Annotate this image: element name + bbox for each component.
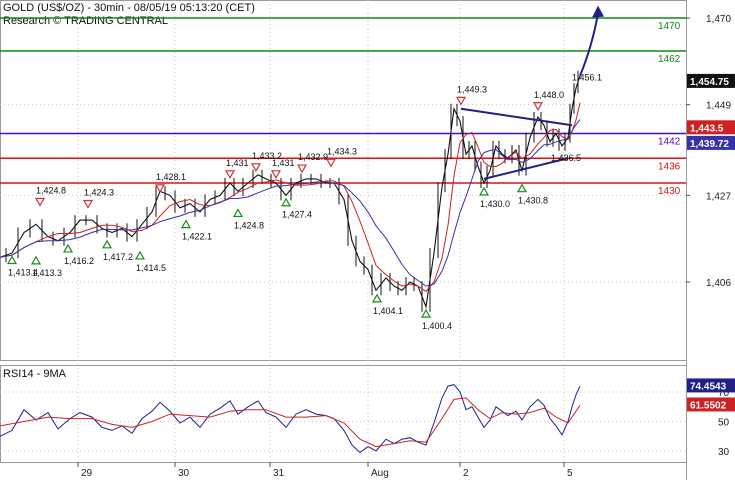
y-tick-label: 1,427 bbox=[706, 191, 731, 202]
swing-low-label: 1,416.2 bbox=[64, 256, 94, 266]
x-tick-label: 30 bbox=[178, 468, 190, 479]
support-marker bbox=[134, 250, 146, 260]
resistance-marker bbox=[82, 199, 94, 209]
support-marker bbox=[516, 183, 528, 193]
support-marker bbox=[478, 186, 490, 196]
price-panel-frame bbox=[0, 0, 687, 361]
swing-high-label: 1,449.3 bbox=[457, 84, 487, 94]
rsi-panel-frame bbox=[0, 365, 687, 463]
fast-ma-badge: 1,443.5 bbox=[690, 123, 724, 134]
rsi-ma-value-badge: 61.5502 bbox=[690, 400, 727, 411]
swing-low-label: 1,424.8 bbox=[234, 220, 264, 230]
support-marker bbox=[280, 197, 292, 207]
swing-low-label: 1,417.2 bbox=[103, 252, 133, 262]
target-arrow-shaft bbox=[579, 13, 599, 77]
swing-high-label: 1,424.8 bbox=[36, 185, 66, 195]
target-arrow-head bbox=[592, 5, 604, 18]
swing-low-label: 1,427.4 bbox=[282, 210, 312, 220]
swing-high-label: 1,448.0 bbox=[534, 90, 564, 100]
price-label: 1,456.1 bbox=[572, 72, 602, 82]
rsi-value-badge-bg bbox=[687, 378, 735, 393]
level-label: 1442 bbox=[658, 137, 681, 148]
level-label: 1430 bbox=[658, 186, 681, 197]
swing-low-label: 1,400.4 bbox=[422, 321, 452, 331]
slow-ma-badge-bg bbox=[687, 135, 735, 150]
chart-title: GOLD (US$/OZ) - 30min - 08/05/19 05:13:2… bbox=[3, 2, 255, 14]
resistance-marker bbox=[455, 96, 467, 106]
y-tick-label: 1,406 bbox=[706, 278, 731, 289]
rsi-tick-label: 70 bbox=[718, 388, 730, 399]
swing-low-label: 1,422.1 bbox=[182, 232, 212, 242]
rsi-ma-value-badge-bg bbox=[687, 397, 735, 412]
swing-low-label: 1,413.3 bbox=[32, 268, 62, 278]
support-marker bbox=[232, 208, 244, 218]
x-tick-label: 5 bbox=[567, 468, 573, 479]
support-marker bbox=[6, 255, 18, 265]
x-tick-label: 29 bbox=[81, 468, 93, 479]
rsi-tick-label: 30 bbox=[718, 447, 730, 458]
pattern-line bbox=[483, 157, 569, 180]
y-tick-label: 1,449 bbox=[706, 101, 731, 112]
x-tick-label: 2 bbox=[463, 468, 469, 479]
current-price-badge-bg bbox=[687, 73, 735, 88]
swing-high-label: 1,424.3 bbox=[84, 188, 114, 198]
x-tick-label: Aug bbox=[371, 468, 389, 479]
rsi-value-badge: 74.4543 bbox=[690, 381, 727, 392]
swing-low-label: 1,414.5 bbox=[136, 263, 166, 273]
resistance-marker bbox=[270, 170, 282, 180]
level-label: 1436 bbox=[658, 161, 681, 172]
rsi-title: RSI14 - 9MA bbox=[3, 368, 66, 380]
rsi-tick-label: 50 bbox=[718, 418, 730, 429]
support-marker bbox=[62, 243, 74, 253]
swing-high-label: 1,431 bbox=[272, 158, 295, 168]
support-marker bbox=[180, 219, 192, 229]
x-tick-label: 31 bbox=[273, 468, 285, 479]
swing-low-label: 1,413.4 bbox=[8, 267, 38, 277]
resistance-marker bbox=[250, 163, 262, 173]
swing-high-label: 1,431 bbox=[226, 158, 249, 168]
swing-high-label: 1,433.2 bbox=[252, 151, 282, 161]
price-label: 1,436.5 bbox=[551, 153, 581, 163]
support-marker bbox=[101, 239, 113, 249]
resistance-marker bbox=[154, 184, 166, 194]
swing-low-label: 1,404.1 bbox=[373, 306, 403, 316]
level-label: 1470 bbox=[658, 21, 681, 32]
pattern-line bbox=[460, 107, 573, 127]
resistance-marker bbox=[296, 164, 308, 174]
slow-ma-badge: 1,439.72 bbox=[690, 139, 729, 150]
level-label: 1462 bbox=[658, 54, 681, 65]
support-marker bbox=[420, 308, 432, 318]
rsi-ma-line bbox=[0, 397, 581, 448]
resistance-marker bbox=[325, 158, 337, 168]
current-price-badge: 1,454.75 bbox=[690, 77, 729, 88]
resistance-marker bbox=[34, 197, 46, 207]
fast-ma-badge-bg bbox=[687, 120, 735, 135]
swing-high-label: 1,434.3 bbox=[327, 146, 357, 156]
swing-high-label: 1,428.1 bbox=[156, 172, 186, 182]
swing-low-label: 1,430.0 bbox=[480, 199, 510, 209]
y-tick-label: 1,470 bbox=[706, 14, 731, 25]
resistance-marker bbox=[224, 170, 236, 180]
support-marker bbox=[371, 293, 383, 303]
support-marker bbox=[30, 255, 42, 265]
swing-high-label: 1,432.9 bbox=[298, 152, 328, 162]
resistance-marker bbox=[532, 102, 544, 111]
swing-low-label: 1,430.8 bbox=[518, 196, 548, 206]
slow-ma-line bbox=[0, 119, 581, 287]
